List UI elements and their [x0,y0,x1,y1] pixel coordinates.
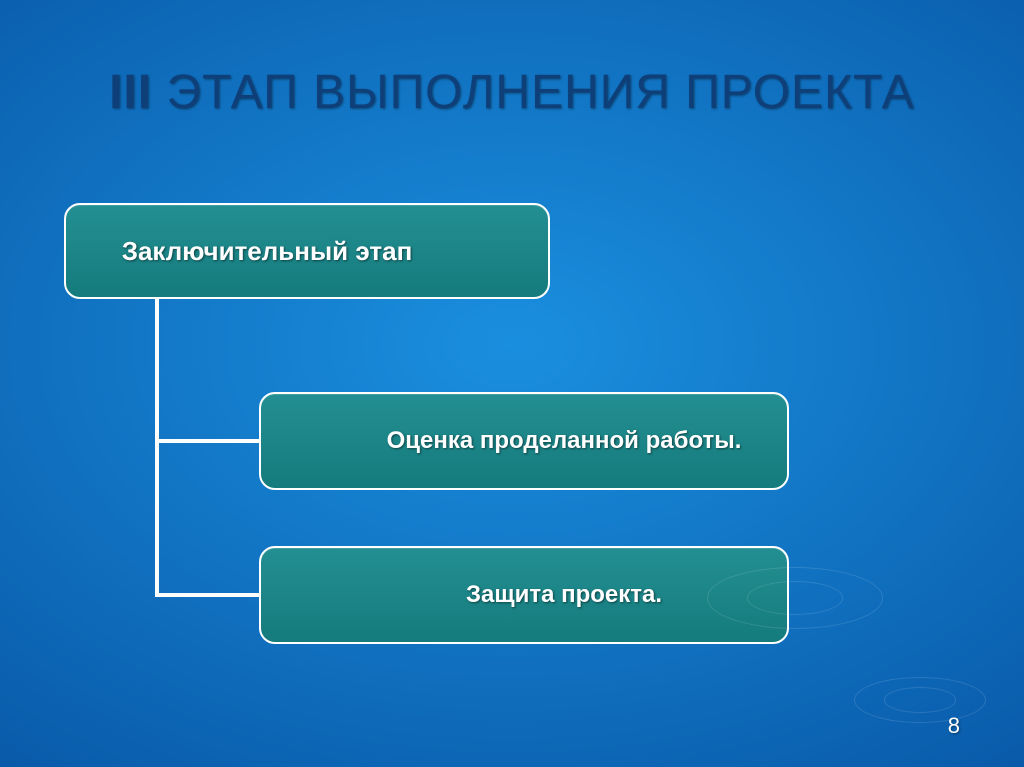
title-rest: ЭТАП ВЫПОЛНЕНИЯ ПРОЕКТА [152,66,915,119]
ripple-2b [854,677,986,723]
node-child-1-label: Оценка проделанной работы. [387,427,742,455]
slide-title: III ЭТАП ВЫПОЛНЕНИЯ ПРОЕКТА [0,68,1024,118]
node-child-2: Защита проекта. [259,546,789,644]
node-child-1: Оценка проделанной работы. [259,392,789,490]
page-number: 8 [948,713,960,739]
node-root-label: Заключительный этап [122,236,413,267]
slide: III ЭТАП ВЫПОЛНЕНИЯ ПРОЕКТА Заключительн… [0,0,1024,767]
connector-branch-2 [155,593,259,597]
connector-branch-1 [155,439,259,443]
node-root: Заключительный этап [64,203,550,299]
node-child-2-label: Защита проекта. [466,581,662,609]
ripple-2a [884,687,956,712]
connector-trunk [155,299,159,597]
title-prefix: III [109,66,152,119]
